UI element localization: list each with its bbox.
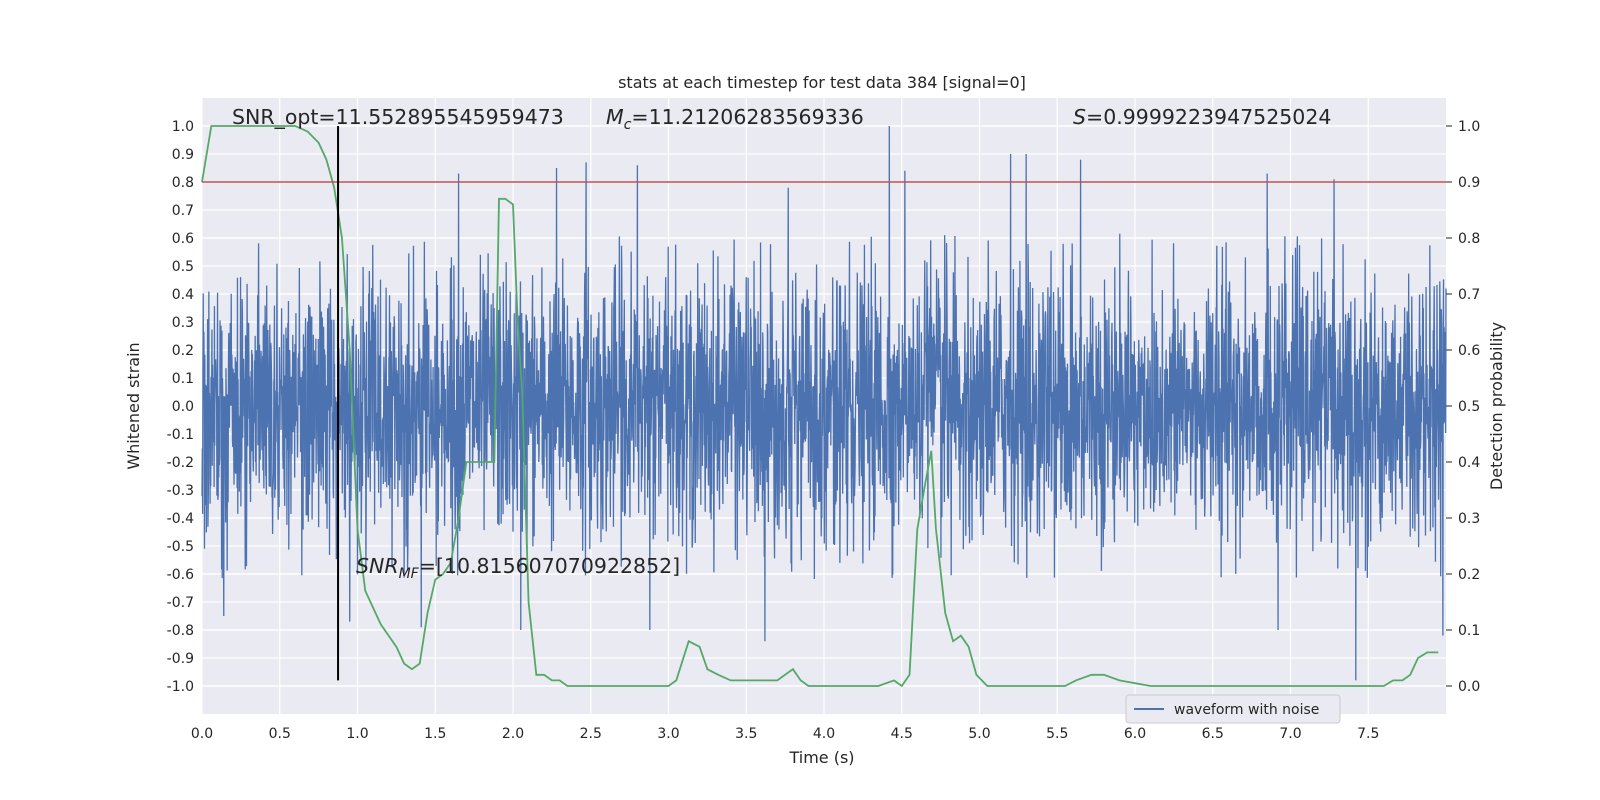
x-axis-label: Time (s) — [788, 748, 854, 767]
x-tick-label: 6.5 — [1202, 726, 1224, 742]
y2-tick-label: 0.2 — [1458, 567, 1480, 583]
legend-label: waveform with noise — [1174, 702, 1319, 718]
s-symbol: S — [1073, 105, 1086, 129]
legend-box — [1125, 694, 1341, 724]
y-axis-left: 1.0 0.9 0.8 0.7 0.6 0.5 0.4 0.3 0.2 0.1 0.0 -0.1 -0.… — [167, 119, 194, 695]
x-tick-label: 2.0 — [502, 726, 524, 742]
x-tick-label: 4.5 — [891, 726, 913, 742]
y-tick-label: -0.5 — [167, 539, 194, 555]
x-tick-label: 6.0 — [1124, 726, 1146, 742]
x-tick-label: 4.0 — [813, 726, 835, 742]
y-tick-label: -0.2 — [167, 455, 194, 471]
y2-tick-label: 0.4 — [1458, 455, 1480, 471]
y-tick-label: -0.3 — [167, 483, 194, 499]
chirp-mass-subscript: c — [624, 117, 632, 133]
s-value: =0.9999223947525024 — [1086, 105, 1331, 129]
y-tick-label: -0.9 — [167, 651, 194, 667]
x-tick-label: 3.5 — [735, 726, 757, 742]
x-axis: 0.0 0.5 1.0 1.5 2.0 2.5 3.0 3.5 4.0 4.5 5.0 5.5 6.0 6… — [191, 726, 1380, 742]
y2-tick-label: 0.1 — [1458, 623, 1480, 639]
y-tick-label: -0.8 — [167, 623, 194, 639]
waveform-line — [201, 125, 1447, 681]
snr-mf-value: =[10.815607070922852] — [419, 554, 680, 578]
x-tick-label: 0.0 — [191, 726, 213, 742]
y2-tick-label: 0.8 — [1458, 231, 1480, 247]
probability-series — [201, 125, 1439, 688]
y-axis-right: 1.0 0.9 0.8 0.7 0.6 0.5 0.4 0.3 0.2 0.1 0.0 — [1446, 119, 1480, 695]
snr-mf-annotation: SNRMF=[10.815607070922852] — [356, 554, 680, 582]
y-tick-label: 0.4 — [172, 287, 194, 303]
y-tick-label: -1.0 — [167, 679, 194, 695]
chirp-mass-annotation: Mc=11.21206283569336 — [606, 105, 864, 133]
overlay-lines — [202, 126, 1446, 681]
y-tick-label: 0.2 — [172, 343, 194, 359]
x-tick-label: 7.5 — [1357, 726, 1379, 742]
y-tick-label: -0.7 — [167, 595, 194, 611]
y2-tick-label: 1.0 — [1458, 119, 1480, 135]
y2-tick-label: 0.9 — [1458, 175, 1480, 191]
y-tick-label: 0.1 — [172, 371, 194, 387]
y2-tick-label: 0.6 — [1458, 343, 1480, 359]
snr-opt-annotation: SNR_opt=11.552895545959473 — [232, 105, 564, 130]
x-tick-label: 5.0 — [968, 726, 990, 742]
s-annotation: S=0.9999223947525024 — [1073, 105, 1331, 129]
y-tick-label: -0.6 — [167, 567, 194, 583]
y2-tick-label: 0.3 — [1458, 511, 1480, 527]
y-axis-label: Whitened strain — [124, 342, 143, 469]
chirp-mass-value: =11.21206283569336 — [631, 105, 863, 129]
y-tick-label: 0.0 — [172, 399, 194, 415]
snr-mf-subscript: MF — [399, 566, 420, 582]
waveform-series — [201, 125, 1447, 681]
x-tick-label: 7.0 — [1279, 726, 1301, 742]
y-tick-label: -0.4 — [167, 511, 194, 527]
y-tick-label: 0.3 — [172, 315, 194, 331]
y-tick-label: 0.7 — [172, 203, 194, 219]
x-tick-label: 5.5 — [1046, 726, 1068, 742]
chart-title: stats at each timestep for test data 384… — [618, 73, 1026, 92]
x-tick-label: 1.0 — [346, 726, 368, 742]
chirp-mass-symbol: M — [606, 105, 624, 129]
x-tick-label: 1.5 — [424, 726, 446, 742]
y2-axis-label: Detection probability — [1487, 322, 1506, 490]
probability-line — [201, 125, 1439, 688]
y2-tick-label: 0.0 — [1458, 679, 1480, 695]
y-tick-label: 0.9 — [172, 147, 194, 163]
x-tick-label: 3.0 — [657, 726, 679, 742]
y-tick-label: 0.6 — [172, 231, 194, 247]
legend: waveform with noise — [1125, 694, 1341, 724]
y2-tick-label: 0.5 — [1458, 399, 1480, 415]
x-tick-label: 2.5 — [580, 726, 602, 742]
y-tick-label: 0.8 — [172, 175, 194, 191]
y2-tick-label: 0.7 — [1458, 287, 1480, 303]
y-tick-label: -0.1 — [167, 427, 194, 443]
x-tick-label: 0.5 — [269, 726, 291, 742]
y-tick-label: 0.5 — [172, 259, 194, 275]
y-tick-label: 1.0 — [172, 119, 194, 135]
snr-mf-symbol: SNR — [356, 554, 399, 578]
